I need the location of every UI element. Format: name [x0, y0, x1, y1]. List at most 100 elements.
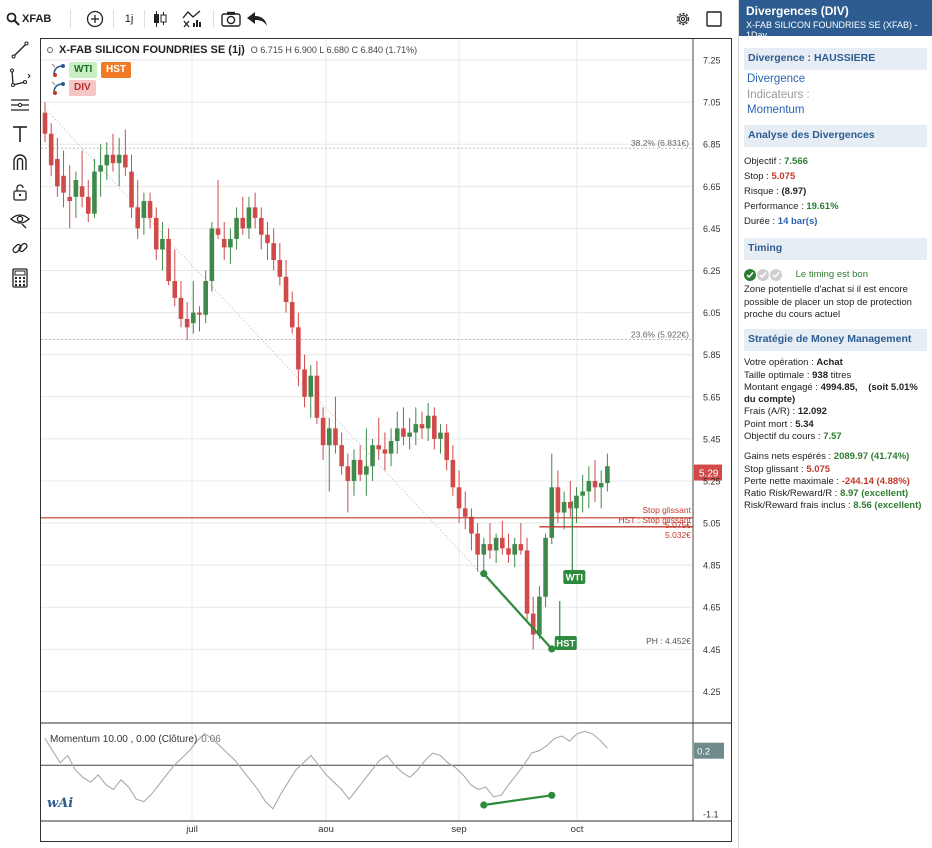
panel-subtitle: X-FAB SILICON FOUNDRIES SE (XFAB) - 1Day — [746, 20, 918, 40]
ph-label: PH : 4.452€ — [646, 636, 691, 646]
stop-row: Stop : 5.075 — [744, 169, 927, 184]
fullscreen-button[interactable] — [704, 6, 724, 32]
path-icon — [10, 68, 31, 87]
candle-down — [172, 281, 178, 298]
timing-text: Zone potentielle d'achat si il est encor… — [744, 284, 912, 320]
divergence-settings-icon[interactable] — [51, 80, 67, 96]
pattern-settings-icon[interactable] — [51, 62, 67, 78]
trendline-tool[interactable] — [8, 38, 32, 62]
objectif-label: Objectif : — [744, 155, 785, 167]
risque-value: (8.97) — [781, 185, 807, 197]
montant-label: Montant engagé : — [744, 381, 821, 393]
add-symbol-button[interactable] — [84, 6, 106, 32]
performance-value: 19.61% — [806, 201, 839, 213]
divider — [213, 10, 214, 28]
rr-value: 8.56 (excellent) — [853, 500, 922, 512]
candle-down — [376, 445, 382, 450]
chart-type-button[interactable] — [151, 6, 169, 32]
candle-down — [314, 375, 320, 418]
text-tool[interactable] — [8, 122, 32, 146]
perte-row: Perte nette maximale : -244.14 (4.88%) — [744, 476, 927, 488]
undo-button[interactable] — [245, 6, 269, 32]
montant-percent: (soit 5.01% du compte) — [744, 381, 918, 406]
candle-down — [296, 327, 301, 370]
price-tag-label: 5.29 — [699, 469, 719, 480]
divider — [113, 10, 114, 28]
chart-pane[interactable]: 38.2% (6.831€) 23.6% (5.922€) Stop glissa… — [40, 38, 732, 842]
candle-down — [221, 238, 227, 248]
divergence-point — [480, 569, 488, 578]
settings-button[interactable] — [672, 6, 694, 32]
lock-tool[interactable] — [8, 180, 32, 204]
candle-up — [364, 466, 369, 475]
divider — [70, 10, 71, 28]
gains-row: Gains nets espérés : 2089.97 (41.74%) — [744, 451, 927, 463]
hst-pattern-label: HST — [556, 639, 575, 650]
check-on-icon — [744, 268, 756, 281]
candle-down — [55, 158, 60, 187]
perte-label: Perte nette maximale : — [744, 475, 842, 487]
candle-down — [197, 312, 202, 315]
frais-label: Frais (A/R) : — [744, 406, 798, 418]
hst-badge[interactable]: HST — [101, 62, 131, 78]
point-mort-row: Point mort : 5.34 — [744, 419, 927, 431]
wai-logo: wAi — [47, 796, 73, 811]
section-divergence: Divergence : HAUSSIERE — [744, 48, 927, 70]
dot-icon — [47, 47, 53, 53]
panel-title: Divergences (DIV) — [746, 4, 849, 18]
stop-glissant-label: Stop glissant : — [744, 463, 807, 475]
indicators-button[interactable] — [180, 6, 204, 32]
wti-pattern-box — [563, 570, 586, 584]
y-tick-label: 6.65 — [703, 182, 721, 192]
calculator-tool[interactable] — [8, 266, 32, 290]
momentum-divergence-point — [548, 791, 556, 799]
ratio-row: Ratio Risk/Reward/R : 8.97 (excellent) — [744, 488, 927, 500]
y-tick-label: 4.85 — [703, 561, 721, 571]
candle-up — [116, 154, 122, 164]
objectif-value: 7.566 — [784, 155, 808, 167]
y-tick-label: 6.85 — [703, 140, 721, 150]
ohlc-readout: O 6.715 H 6.900 L 6.680 C 6.840 (1.71%) — [250, 45, 418, 55]
momentum-value: 0.06 — [201, 734, 221, 745]
candle-down — [166, 238, 171, 282]
y-tick-label: 6.45 — [703, 224, 721, 234]
rr-label: Risk/Reward frais inclus : — [744, 500, 854, 512]
magnet-tool[interactable] — [8, 150, 32, 174]
momentum-label: Momentum 10.00 , 0.00 (Clôture) — [50, 734, 198, 745]
check-off-icon — [757, 268, 769, 281]
snapshot-button[interactable] — [220, 6, 242, 32]
candle-up — [598, 483, 604, 488]
x-tick-label: oct — [571, 824, 584, 835]
interval-button[interactable]: 1j — [120, 6, 138, 32]
candle-down — [382, 449, 388, 454]
x-tick-label: sep — [451, 824, 466, 835]
symbol-search[interactable]: XFAB — [6, 6, 51, 32]
rr-row: Risk/Reward frais inclus : 8.56 (excelle… — [744, 500, 927, 512]
lines-tool[interactable] — [8, 94, 32, 118]
path-tool[interactable] — [8, 66, 32, 90]
timing-status-row: Le timing est bon — [744, 268, 927, 282]
analysis-body: Objectif : 7.566 Stop : 5.075 Risque : (… — [739, 147, 932, 230]
price-chart[interactable]: 38.2% (6.831€) 23.6% (5.922€) Stop glissa… — [41, 39, 731, 841]
risque-label: Risque : — [744, 185, 782, 197]
hst-stop-value-label: 5.032€ — [665, 530, 691, 540]
candle-down — [419, 424, 425, 429]
candle-up — [234, 217, 239, 239]
candle-down — [184, 318, 190, 328]
div-badge[interactable]: DIV — [69, 80, 96, 96]
section-timing: Timing — [744, 237, 927, 260]
stop-label: Stop glissant — [642, 505, 691, 515]
visibility-tool[interactable] — [8, 208, 32, 232]
wti-badge[interactable]: WTI — [69, 62, 98, 78]
candle-down — [135, 207, 140, 229]
candle-down — [506, 548, 511, 555]
y-tick-label: 5.45 — [703, 434, 721, 444]
candle-down — [302, 369, 307, 397]
momentum-header: Momentum 10.00 , 0.00 (Clôture) 0.06 — [50, 734, 221, 745]
y-tick-label: 5.05 — [703, 519, 721, 529]
candle-down — [530, 613, 536, 635]
link-tool[interactable] — [8, 236, 32, 260]
money-management-body: Votre opération : Achat Taille optimale … — [739, 351, 932, 513]
candle-up — [425, 415, 431, 429]
candle-down — [469, 516, 474, 534]
